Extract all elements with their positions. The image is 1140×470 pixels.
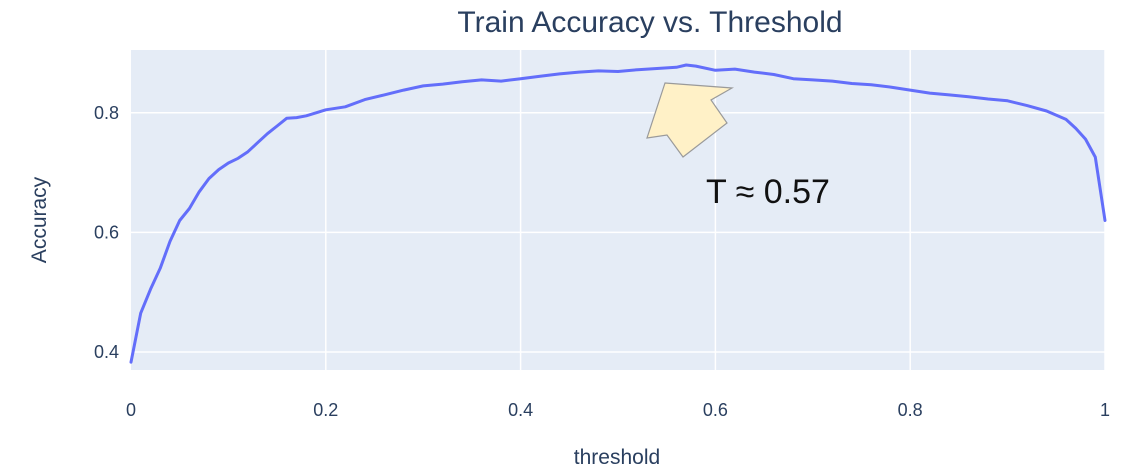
- series-line: [129, 63, 1107, 364]
- grid-lines: [131, 50, 1106, 370]
- annotation-arrow: [646, 82, 735, 158]
- chart-title: Train Accuracy vs. Threshold: [457, 6, 842, 39]
- y-tick-labels: 0.4 0.6 0.8: [94, 103, 119, 362]
- x-axis-title: threshold: [574, 446, 660, 469]
- x-tick-label: 0.6: [703, 400, 728, 420]
- x-tick-label: 0.4: [508, 400, 533, 420]
- y-tick-label: 0.6: [94, 222, 119, 242]
- annotation-label: T ≈ 0.57: [706, 173, 830, 211]
- x-tick-label: 0.8: [898, 400, 923, 420]
- y-tick-label: 0.8: [94, 103, 119, 123]
- x-tick-label: 1: [1100, 400, 1110, 420]
- series-layer: [129, 63, 1107, 364]
- plot-background: [131, 50, 1105, 370]
- x-tick-labels: 0 0.2 0.4 0.6 0.8 1: [126, 400, 1110, 420]
- x-tick-label: 0.2: [313, 400, 338, 420]
- x-tick-label: 0: [126, 400, 136, 420]
- y-tick-label: 0.4: [94, 342, 119, 362]
- y-axis-title: Accuracy: [28, 176, 51, 263]
- annotation-layer: T ≈ 0.57: [646, 82, 830, 211]
